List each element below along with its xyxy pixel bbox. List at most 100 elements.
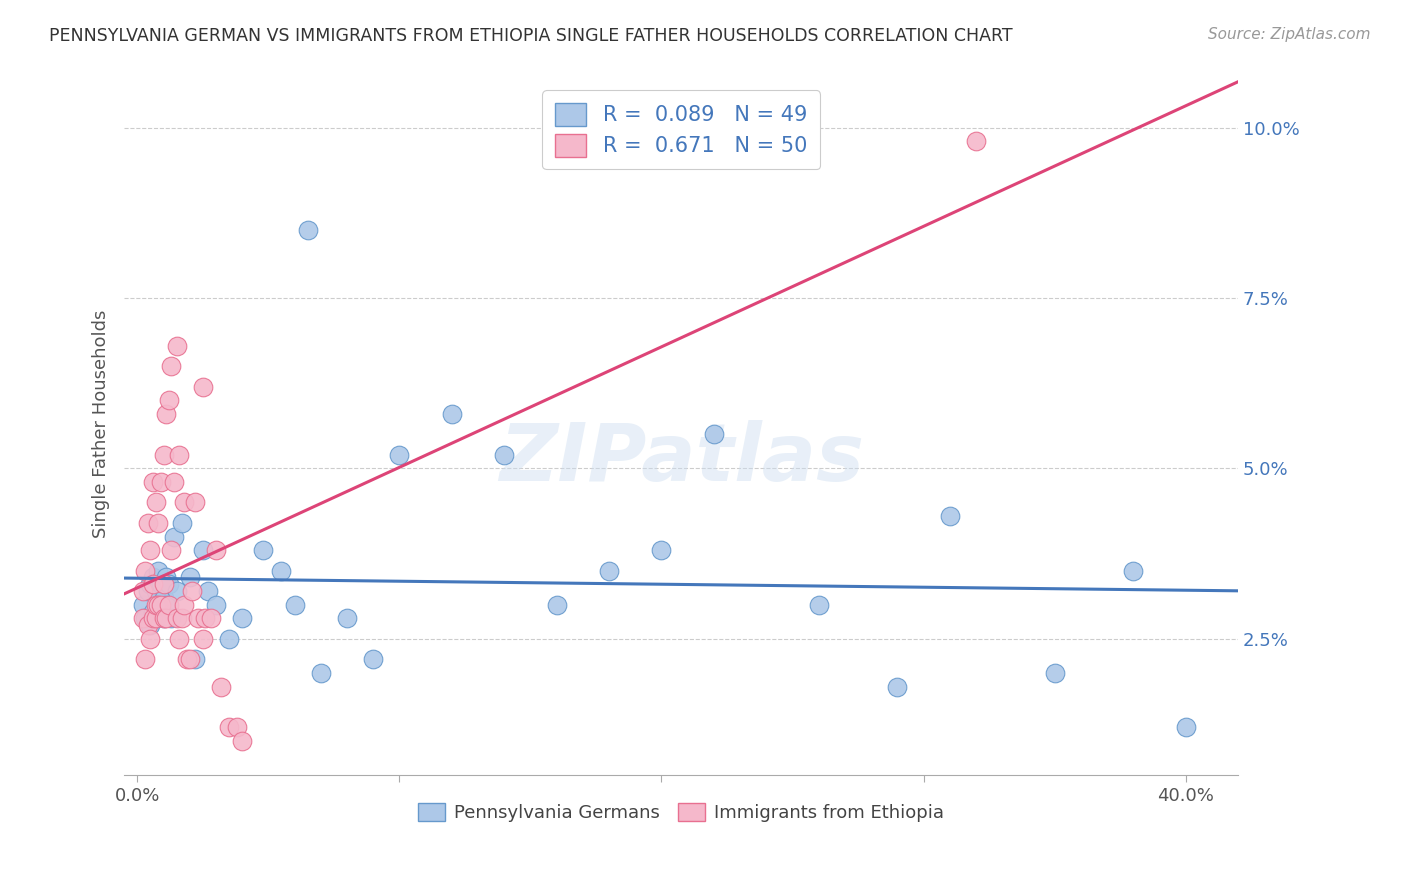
Point: [336, 611, 359, 625]
Point: [136, 584, 159, 599]
Point: [284, 598, 307, 612]
Point: [1122, 564, 1144, 578]
Point: [160, 543, 183, 558]
Point: [170, 516, 193, 530]
Point: [145, 611, 167, 625]
Text: Source: ZipAtlas.com: Source: ZipAtlas.com: [1208, 27, 1371, 42]
Point: [149, 605, 172, 619]
Point: [134, 564, 156, 578]
Point: [131, 611, 153, 625]
Point: [148, 598, 170, 612]
Point: [160, 611, 183, 625]
Point: [152, 577, 174, 591]
Point: [650, 543, 672, 558]
Point: [149, 598, 172, 612]
Point: [197, 584, 219, 599]
Point: [179, 570, 201, 584]
Point: [546, 598, 568, 612]
Point: [157, 393, 180, 408]
Point: [205, 598, 228, 612]
Point: [155, 611, 177, 625]
Point: [886, 680, 908, 694]
Point: [309, 665, 332, 680]
Point: [139, 632, 162, 646]
Point: [160, 359, 183, 373]
Point: [134, 652, 156, 666]
Point: [184, 495, 207, 509]
Point: [136, 516, 159, 530]
Point: [157, 577, 180, 591]
Point: [231, 611, 253, 625]
Point: [139, 618, 162, 632]
Point: [149, 577, 172, 591]
Point: [209, 680, 232, 694]
Point: [166, 611, 188, 625]
Point: [231, 734, 253, 748]
Point: [157, 598, 180, 612]
Point: [598, 564, 620, 578]
Point: [218, 721, 240, 735]
Point: [142, 605, 165, 619]
Point: [167, 632, 190, 646]
Point: [131, 598, 153, 612]
Point: [145, 611, 167, 625]
Point: [134, 611, 156, 625]
Point: [139, 543, 162, 558]
Point: [148, 564, 170, 578]
Point: [965, 134, 987, 148]
Point: [176, 652, 198, 666]
Point: [218, 632, 240, 646]
Point: [191, 632, 214, 646]
Point: [142, 475, 165, 489]
Point: [361, 652, 384, 666]
Point: [205, 543, 228, 558]
Point: [166, 339, 188, 353]
Point: [194, 611, 217, 625]
Point: [145, 495, 167, 509]
Point: [145, 584, 167, 599]
Point: [139, 577, 162, 591]
Point: [142, 570, 165, 584]
Point: [142, 577, 165, 591]
Point: [179, 652, 201, 666]
Point: [252, 543, 274, 558]
Point: [166, 584, 188, 599]
Point: [270, 564, 292, 578]
Point: [191, 543, 214, 558]
Point: [163, 475, 186, 489]
Point: [703, 427, 725, 442]
Point: [155, 598, 177, 612]
Point: [149, 475, 172, 489]
Point: [148, 516, 170, 530]
Point: [184, 652, 207, 666]
Point: [494, 448, 516, 462]
Point: [152, 448, 174, 462]
Point: [145, 598, 167, 612]
Point: [155, 570, 177, 584]
Point: [136, 618, 159, 632]
Point: [187, 611, 209, 625]
Text: PENNSYLVANIA GERMAN VS IMMIGRANTS FROM ETHIOPIA SINGLE FATHER HOUSEHOLDS CORRELA: PENNSYLVANIA GERMAN VS IMMIGRANTS FROM E…: [49, 27, 1012, 45]
Point: [148, 598, 170, 612]
Point: [440, 407, 463, 421]
Point: [167, 448, 190, 462]
Point: [181, 584, 204, 599]
Point: [297, 223, 319, 237]
Point: [191, 379, 214, 393]
Point: [173, 495, 195, 509]
Point: [938, 509, 960, 524]
Point: [225, 721, 247, 735]
Point: [1174, 721, 1197, 735]
Point: [388, 448, 411, 462]
Y-axis label: Single Father Households: Single Father Households: [93, 310, 110, 538]
Legend: Pennsylvania Germans, Immigrants from Ethiopia: Pennsylvania Germans, Immigrants from Et…: [411, 796, 952, 830]
Point: [142, 611, 165, 625]
Point: [152, 591, 174, 605]
Point: [200, 611, 222, 625]
Point: [163, 530, 186, 544]
Text: ZIPatlas: ZIPatlas: [499, 420, 863, 498]
Point: [131, 584, 153, 599]
Point: [173, 598, 195, 612]
Point: [1043, 665, 1066, 680]
Point: [152, 611, 174, 625]
